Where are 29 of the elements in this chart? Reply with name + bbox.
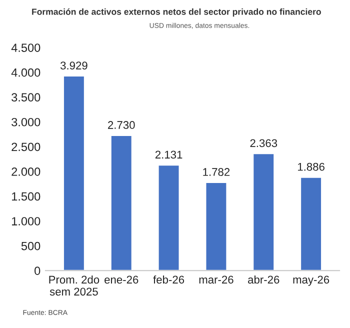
data-label: 2.131 [155, 150, 182, 159]
x-tick-label: feb-26 [153, 275, 184, 284]
y-tick-label: 2.500 [12, 142, 40, 152]
data-label: 2.363 [250, 139, 278, 148]
y-tick-label: 3.500 [12, 93, 40, 102]
y-tick-label: 4.000 [11, 68, 40, 77]
y-tick-label: 1.000 [12, 217, 40, 226]
x-tick-label: abr-26 [248, 275, 280, 284]
bar [252, 152, 275, 271]
chart-title: Formación de activos externos netos del sector privado no financiero [32, 8, 321, 17]
bar [62, 75, 86, 271]
data-label: 1.782 [203, 168, 230, 176]
data-label: 3.929 [60, 62, 88, 70]
bar [157, 164, 180, 271]
bar [204, 182, 228, 271]
y-tick-label: 3.000 [12, 118, 40, 126]
bar [300, 176, 322, 271]
x-tick-label: may-26 [293, 276, 330, 286]
bar [110, 134, 133, 271]
data-label: 1.886 [298, 162, 324, 171]
y-tick-label: 1.500 [12, 192, 40, 201]
data-label: 2.730 [108, 121, 135, 129]
x-tick-label: mar-26 [199, 276, 234, 284]
y-tick-label: 4.500 [11, 44, 40, 52]
x-tick-label: ene-26 [104, 276, 138, 284]
y-tick-label: 2.000 [12, 168, 40, 176]
y-tick-label: 0 [34, 266, 40, 275]
x-tick-label: Prom. 2do sem 2025 [49, 275, 100, 296]
y-tick-label: 500 [21, 242, 40, 250]
